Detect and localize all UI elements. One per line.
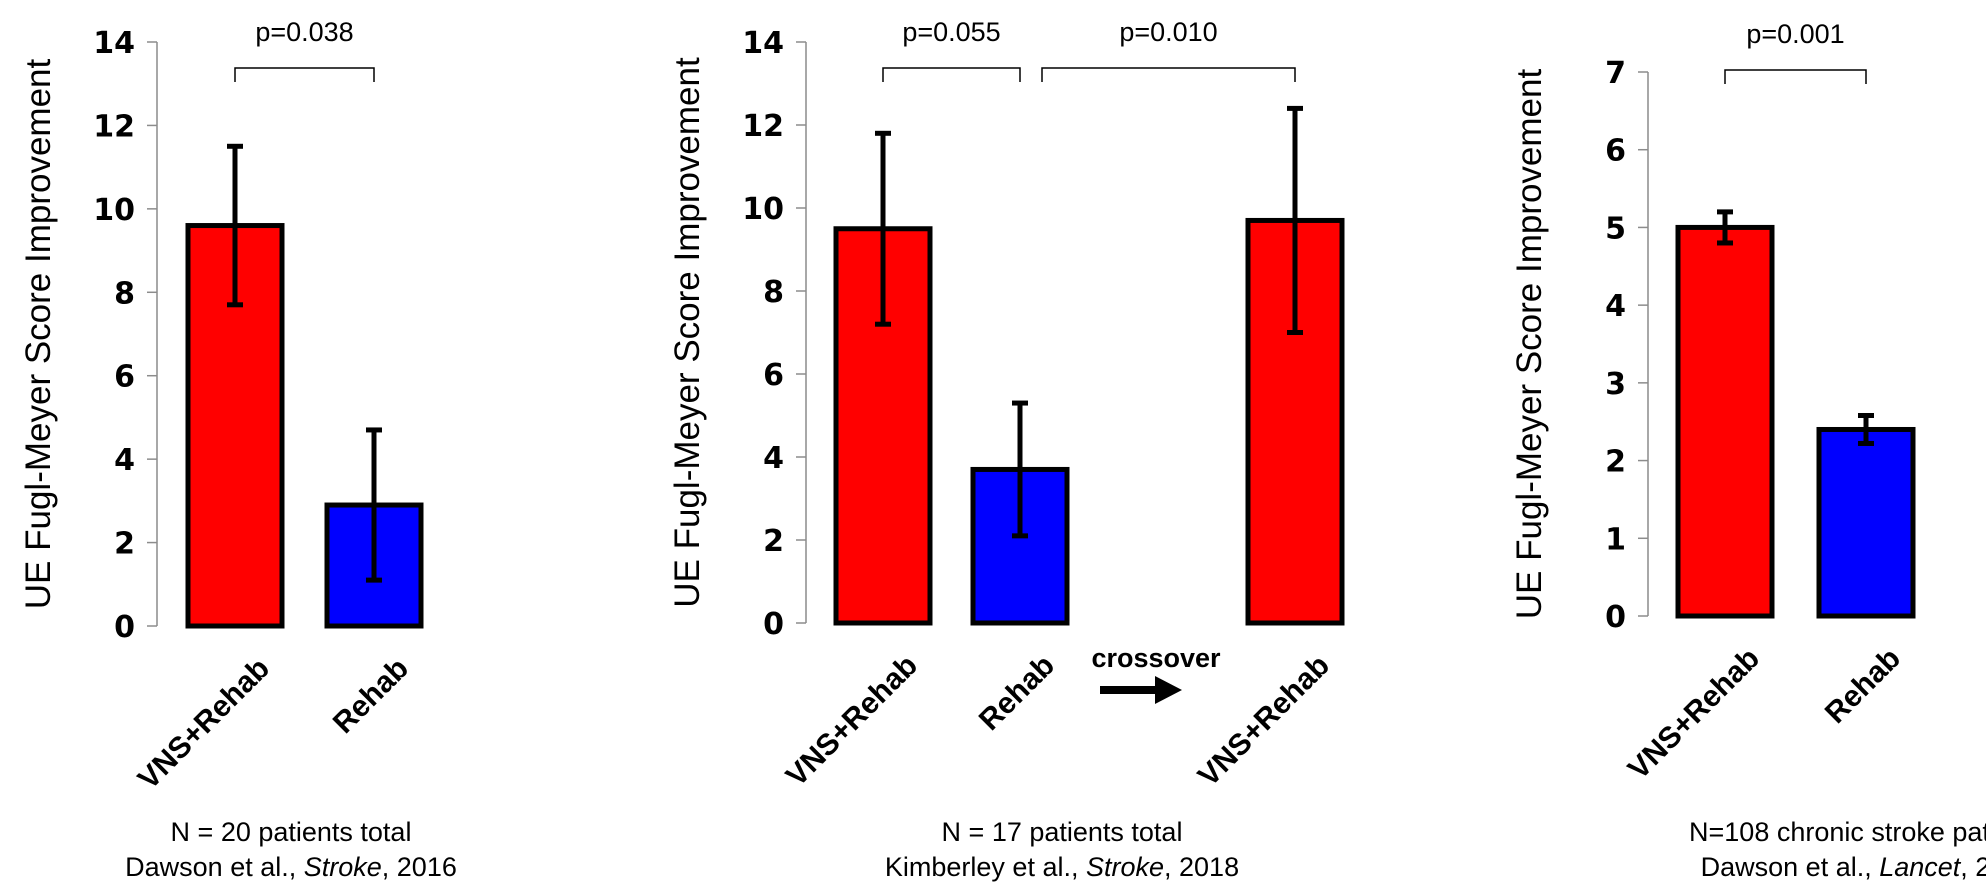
bar-2 — [1816, 426, 1916, 619]
significance-bracket — [882, 67, 1021, 82]
category-label: VNS+Rehab — [780, 649, 924, 793]
y-tick-label: 0 — [1605, 600, 1626, 635]
y-tick-label: 6 — [114, 360, 135, 395]
significance-bracket — [1724, 69, 1867, 84]
category-label: Rehab — [1819, 642, 1907, 730]
crossover-arrow-head — [1155, 676, 1182, 704]
y-tick-label: 10 — [93, 193, 135, 228]
bar-1 — [1675, 224, 1775, 619]
chart-panel-2: 0 2 4 6 8 10 12 14 UE Fugl-Meyer Score Improveme… — [668, 17, 1345, 882]
y-tick-label: 8 — [114, 276, 135, 311]
citation-year: , 2021 — [1960, 852, 1986, 882]
p-value-label: p=0.055 — [902, 17, 1000, 47]
y-tick-label: 0 — [763, 607, 784, 642]
y-tick-label: 14 — [93, 26, 135, 61]
y-tick-label: 4 — [1605, 289, 1626, 324]
y-axis-label: UE Fugl-Meyer Score Improvement — [668, 57, 707, 608]
footer-sample-size: N=108 chronic stroke patients — [1689, 817, 1986, 847]
crossover-label: crossover — [1091, 643, 1221, 673]
p-value-label: p=0.010 — [1119, 17, 1217, 47]
category-label: Rehab — [973, 649, 1061, 737]
y-tick-label: 5 — [1605, 211, 1626, 246]
y-tick-label: 12 — [742, 109, 784, 144]
citation-year: , 2016 — [382, 852, 457, 882]
y-tick-label: 10 — [742, 192, 784, 227]
significance-bracket — [234, 67, 375, 82]
citation-authors: Kimberley et al., — [885, 852, 1086, 882]
chart-panel-1: 0 2 4 6 8 10 12 14 UE Fugl-Meyer Score Improveme… — [19, 17, 457, 882]
y-tick-label: 2 — [763, 524, 784, 559]
y-tick-label: 6 — [763, 358, 784, 393]
y-tick-label: 6 — [1605, 134, 1626, 169]
chart-panel-3: 0 1 2 3 4 5 6 7 UE Fugl-Meyer Score Improvement V… — [1510, 19, 1986, 882]
y-tick-label: 8 — [763, 275, 784, 310]
citation-year: , 2018 — [1164, 852, 1239, 882]
y-tick-label: 14 — [742, 26, 784, 61]
category-label: VNS+Rehab — [132, 652, 276, 796]
citation-journal: Stroke — [1086, 852, 1164, 882]
significance-bracket — [1041, 67, 1296, 82]
citation-authors: Dawson et al., — [1701, 852, 1880, 882]
y-tick-label: 4 — [114, 443, 135, 478]
y-tick-label: 12 — [93, 109, 135, 144]
p-value-label: p=0.038 — [255, 17, 353, 47]
y-tick-label: 1 — [1605, 522, 1626, 557]
p-value-label: p=0.001 — [1746, 19, 1844, 49]
y-tick-label: 3 — [1605, 367, 1626, 402]
y-axis-label: UE Fugl-Meyer Score Improvement — [1510, 69, 1549, 620]
citation-journal: Stroke — [304, 852, 382, 882]
footer-sample-size: N = 20 patients total — [171, 817, 412, 847]
citation-journal: Lancet — [1879, 852, 1962, 882]
category-label: VNS+Rehab — [1622, 642, 1766, 786]
footer-citation: Dawson et al., Lancet, 2021 — [1701, 852, 1986, 882]
citation-authors: Dawson et al., — [125, 852, 304, 882]
y-tick-label: 2 — [1605, 445, 1626, 480]
category-label: Rehab — [327, 652, 415, 740]
y-axis-label: UE Fugl-Meyer Score Improvement — [19, 59, 58, 610]
y-tick-label: 0 — [114, 610, 135, 645]
footer-sample-size: N = 17 patients total — [942, 817, 1183, 847]
y-tick-label: 2 — [114, 527, 135, 562]
y-tick-label: 7 — [1605, 56, 1626, 91]
footer-citation: Dawson et al., Stroke, 2016 — [125, 852, 457, 882]
y-tick-label: 4 — [763, 441, 784, 476]
footer-citation: Kimberley et al., Stroke, 2018 — [885, 852, 1239, 882]
